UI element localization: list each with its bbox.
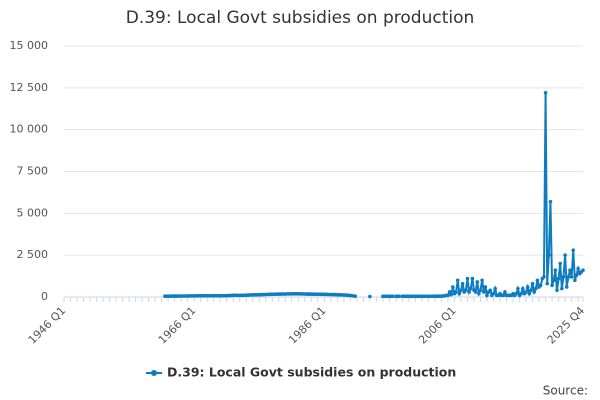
data-point [538,283,543,288]
data-point [473,290,478,294]
data-point [478,288,483,293]
data-point [571,248,576,252]
data-point [525,285,530,289]
data-point [535,278,540,283]
data-point [560,286,564,291]
data-point [524,290,528,294]
data-point [569,275,574,279]
source: Source: [543,384,588,398]
y-tick-label: 7 500 [17,165,49,178]
data-point [465,276,470,281]
data-point [519,291,523,296]
data-point [501,293,506,298]
data-point [532,290,536,294]
data-point [446,293,450,298]
data-point [550,283,554,288]
data-point [481,290,486,294]
data-point [566,275,571,279]
data-point [480,278,484,283]
data-point [564,285,569,289]
data-point [353,294,358,298]
data-point [397,294,401,299]
data-point [491,291,496,296]
data-point [477,291,481,296]
data-point [455,278,460,283]
data-point [542,275,546,279]
data-point [390,294,395,299]
chart-title: D.39: Local Govt subsidies on production [126,8,475,28]
data-point [555,288,559,293]
data-point [451,285,455,289]
data-point [467,290,471,294]
data-point [530,281,535,286]
data-point [561,275,566,279]
data-point [460,281,465,286]
data-point [568,268,572,273]
data-point [468,286,473,291]
data-point [576,266,580,271]
y-tick-label: 10 000 [10,123,49,136]
data-point [556,276,561,281]
data-point [548,199,553,204]
data-point [454,290,458,294]
data-point [553,268,558,273]
y-tick-label: 15 000 [10,39,49,52]
data-point [470,276,475,281]
y-tick-label: 5 000 [17,206,49,219]
data-point [521,286,525,291]
x-tick-label: 2025 Q4 [545,304,588,347]
data-point [514,291,519,296]
y-tick-label: 0 [41,290,48,303]
data-point [563,253,567,257]
data-point [551,278,556,283]
data-point [558,261,563,266]
data-point [488,288,493,293]
x-tick-label: 1946 Q1 [26,304,69,347]
y-tick-label: 12 500 [10,81,49,94]
data-point [493,286,497,291]
data-point [534,286,538,291]
legend-label: D.39: Local Govt subsidies on production [167,365,456,380]
legend-marker [151,370,157,376]
data-point [547,253,551,257]
data-point [573,278,577,283]
data-point [464,288,468,293]
data-point [529,288,533,293]
data-point [545,281,550,286]
y-tick-label: 2 500 [17,248,49,261]
data-point [459,288,463,293]
x-tick-label: 1966 Q1 [156,304,199,347]
x-tick-label: 2006 Q1 [416,304,459,347]
data-point [485,293,489,298]
x-tick-label: 1986 Q1 [286,304,329,347]
data-point [449,292,454,297]
data-point [527,291,532,296]
series-line [164,92,584,299]
data-point [475,280,480,284]
data-point [574,273,579,278]
data-point [457,291,462,296]
data-point [543,91,548,95]
data-point [516,286,520,291]
data-point [503,290,507,294]
data-point [368,294,372,299]
data-point [581,268,585,273]
data-point [483,285,488,289]
